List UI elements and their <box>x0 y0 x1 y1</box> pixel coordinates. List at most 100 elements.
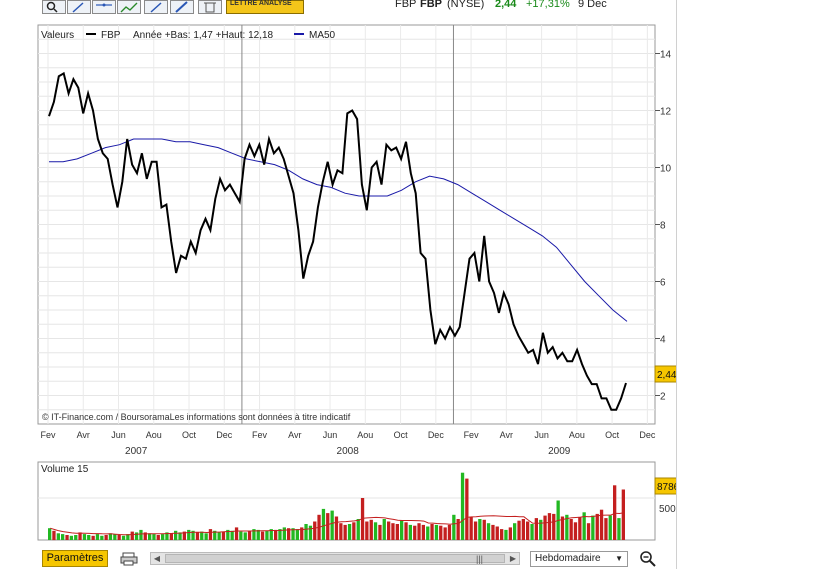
volume-bar <box>321 508 326 540</box>
volume-bar <box>582 512 586 541</box>
y-tick-label: 12 <box>660 107 672 118</box>
volume-bar <box>343 524 347 540</box>
x-tick-label: Fev <box>252 430 268 440</box>
x-tick-label: Oct <box>182 430 197 440</box>
y-tick-label: 6 <box>660 278 666 289</box>
zoom-icon[interactable] <box>42 0 66 14</box>
legend-ma-label: MA50 <box>309 30 336 41</box>
volume-bar <box>256 529 260 540</box>
volume-bar <box>599 509 604 540</box>
volume-bar <box>508 527 512 540</box>
scroll-left-icon[interactable]: ◀ <box>153 554 161 563</box>
period-select-value: Hebdomadaire <box>535 553 601 564</box>
volume-bar <box>430 524 434 540</box>
volume-bar <box>208 529 213 540</box>
volume-bar <box>143 532 147 540</box>
quote-ticker: FBP <box>395 0 417 10</box>
volume-bar <box>161 534 165 540</box>
horizontal-line-icon[interactable] <box>92 0 116 14</box>
volume-bar <box>395 524 399 540</box>
lettre-analyse-label: LETTRE ANALYSE <box>230 0 292 7</box>
volume-bar <box>547 513 552 540</box>
trash-icon[interactable] <box>198 0 222 14</box>
price-tag-label: 2,44 <box>657 370 676 381</box>
copyright-note: © IT-Finance.com / BoursoramaLes informa… <box>42 412 351 422</box>
volume-bar <box>139 529 143 540</box>
volume-tag-label: 8786 <box>657 482 676 493</box>
volume-bar <box>87 535 91 540</box>
volume-bar <box>274 529 278 540</box>
parametres-button[interactable]: Paramètres <box>42 550 108 567</box>
price-tag <box>654 365 676 383</box>
volume-bar <box>369 519 373 540</box>
volume-bar <box>278 529 282 540</box>
volume-bar <box>413 525 417 540</box>
zoom-out-icon[interactable] <box>639 550 657 568</box>
volume-bar <box>213 530 217 541</box>
volume-bar <box>148 533 152 540</box>
quote-ticker-bold: FBP <box>420 0 442 10</box>
top-toolbar: LETTRE ANALYSE FBP FBP (NYSE) 2,44 +17,3… <box>0 0 837 16</box>
scroll-right-icon[interactable]: ▶ <box>509 554 517 563</box>
volume-bar <box>517 520 521 540</box>
legend-fbp-label: FBP <box>101 30 121 41</box>
volume-bar <box>426 526 430 540</box>
volume-bar <box>513 523 517 540</box>
volume-chart[interactable]: Volume 15 8786 5000 <box>0 460 676 544</box>
volume-bar <box>534 518 538 540</box>
volume-bar <box>560 516 565 540</box>
x-tick-label: Aou <box>357 430 373 440</box>
volume-bar <box>326 513 330 540</box>
volume-bar <box>352 522 356 540</box>
volume-bar <box>400 520 404 540</box>
volume-bar <box>569 519 573 540</box>
volume-bar <box>417 523 421 540</box>
volume-bar <box>456 519 460 540</box>
scroll-grip-icon: ||| <box>476 554 484 564</box>
volume-bar <box>334 516 339 540</box>
volume-bar <box>347 524 352 540</box>
volume-bar <box>473 521 478 540</box>
volume-tick-label: 5000 <box>659 504 676 515</box>
volume-bar <box>230 530 234 541</box>
volume-bar <box>243 532 247 540</box>
volume-bar <box>434 524 439 540</box>
volume-bar <box>48 528 52 540</box>
volume-bar <box>530 524 534 540</box>
scroll-thumb[interactable]: ||| <box>165 554 505 564</box>
timeline-scrollbar[interactable]: ◀ ||| ▶ <box>150 552 520 565</box>
volume-bar <box>608 515 612 540</box>
period-select[interactable]: Hebdomadaire ▼ <box>530 551 628 567</box>
volume-bar <box>226 529 230 540</box>
legend-range-text: Année +Bas: 1,47 +Haut: 12,18 <box>133 30 274 41</box>
volume-bar <box>239 531 243 540</box>
legend-values-label: Valeurs <box>41 30 74 41</box>
print-icon[interactable] <box>120 552 138 566</box>
volume-bar <box>282 527 286 540</box>
lettre-analyse-button[interactable]: LETTRE ANALYSE <box>226 0 304 14</box>
volume-bar <box>521 519 525 540</box>
indicator-icon[interactable] <box>117 0 141 14</box>
draw-line-icon[interactable] <box>67 0 91 14</box>
volume-bar <box>217 532 221 540</box>
price-chart[interactable]: Fev Avr Jun Aou Oct Dec Fev Avr Jun Aou Oct Dec Fev A… <box>0 16 676 462</box>
volume-bar <box>339 523 343 540</box>
volume-bar <box>356 519 360 540</box>
volume-bar <box>165 532 169 540</box>
volume-bar <box>260 531 265 540</box>
volume-bar <box>439 525 443 540</box>
ma50-line <box>49 138 628 322</box>
volume-bar <box>595 513 599 540</box>
volume-tag <box>654 477 676 495</box>
x-tick-label: Avr <box>288 430 301 440</box>
volume-bar <box>78 532 82 540</box>
x-tick-label: Oct <box>605 430 620 440</box>
y-tick-label: 8 <box>660 221 666 232</box>
volume-bar <box>82 534 87 540</box>
pen-icon[interactable] <box>170 0 194 14</box>
volume-label: Volume 15 <box>41 464 89 475</box>
volume-bar <box>447 524 452 540</box>
volume-bar <box>382 519 386 540</box>
trend-icon[interactable] <box>144 0 168 14</box>
volume-bar <box>295 529 299 540</box>
